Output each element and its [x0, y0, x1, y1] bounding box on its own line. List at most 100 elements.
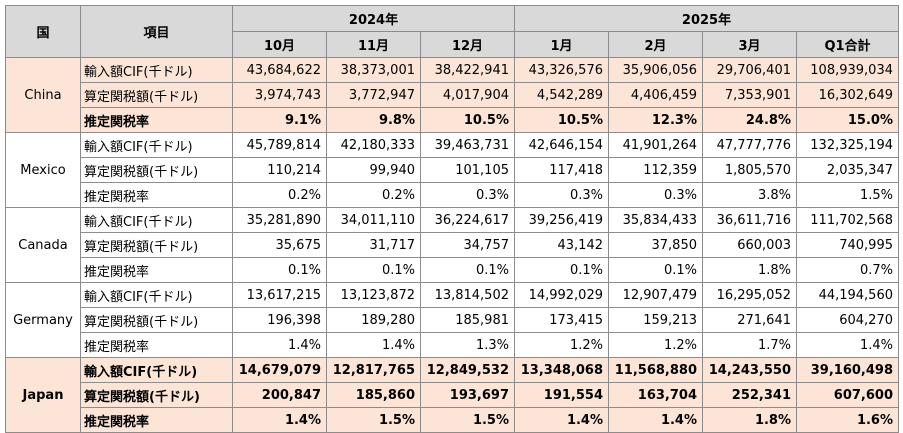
value-cell: 10.5% [420, 107, 515, 133]
value-cell: 1.5% [326, 407, 421, 433]
table-body: China 輸入額CIF(千ドル) 43,684,622 38,373,001 38,4… [5, 57, 899, 433]
value-cell: 1.7% [702, 332, 797, 358]
value-cell: 44,194,560 [796, 282, 899, 308]
value-cell: 0.3% [514, 182, 609, 208]
value-cell: 39,256,419 [514, 207, 609, 233]
value-cell: 12.3% [608, 107, 703, 133]
value-cell: 1.4% [514, 407, 609, 433]
value-cell: 200,847 [232, 382, 327, 408]
value-cell: 0.1% [232, 257, 327, 283]
value-cell: 1.8% [702, 257, 797, 283]
value-cell: 41,901,264 [608, 132, 703, 158]
value-cell: 1.6% [796, 407, 899, 433]
item-label-cell: 算定関税額(千ドル) [80, 382, 233, 408]
value-cell: 43,684,622 [232, 57, 327, 83]
value-cell: 1.2% [608, 332, 703, 358]
value-cell: 12,907,479 [608, 282, 703, 308]
value-cell: 4,542,289 [514, 82, 609, 108]
header-month: 3月 [702, 31, 797, 58]
value-cell: 117,418 [514, 157, 609, 183]
value-cell: 159,213 [608, 307, 703, 333]
value-cell: 101,105 [420, 157, 515, 183]
value-cell: 0.7% [796, 257, 899, 283]
value-cell: 196,398 [232, 307, 327, 333]
value-cell: 271,641 [702, 307, 797, 333]
item-label-cell: 推定関税率 [80, 182, 233, 208]
value-cell: 173,415 [514, 307, 609, 333]
table-row: Mexico 輸入額CIF(千ドル) 45,789,814 42,180,333 39,… [5, 132, 899, 208]
value-cell: 191,554 [514, 382, 609, 408]
header-row-months: 10月 11月 12月 1月 2月 3月 Q1合計 [6, 31, 899, 58]
value-cell: 35,834,433 [608, 207, 703, 233]
header-month: 12月 [420, 31, 515, 58]
value-cell: 0.3% [608, 182, 703, 208]
value-cell: 0.1% [420, 257, 515, 283]
table-row: 推定関税率 9.1% 9.8% 10.5% 10.5% 12.3% 24.8% 15.0% [6, 107, 899, 133]
value-cell: 1.8% [702, 407, 797, 433]
value-cell: 185,860 [326, 382, 421, 408]
table-row: 推定関税率 1.4% 1.4% 1.3% 1.2% 1.2% 1.7% 1.4% [6, 332, 899, 358]
value-cell: 38,373,001 [326, 57, 421, 83]
value-cell: 660,003 [702, 232, 797, 258]
value-cell: 24.8% [702, 107, 797, 133]
table-row: 算定関税額(千ドル) 196,398 189,280 185,981 173,415 15… [6, 307, 899, 333]
item-label-cell: 算定関税額(千ドル) [80, 307, 233, 333]
table-row: 推定関税率 1.4% 1.5% 1.5% 1.4% 1.4% 1.8% 1.6% [6, 407, 899, 433]
value-cell: 34,011,110 [326, 207, 421, 233]
header-year-2024: 2024年 [232, 5, 515, 32]
value-cell: 0.1% [326, 257, 421, 283]
value-cell: 36,611,716 [702, 207, 797, 233]
country-cell: Japan [5, 357, 81, 433]
value-cell: 10.5% [514, 107, 609, 133]
table-row: 推定関税率 0.1% 0.1% 0.1% 0.1% 0.1% 1.8% 0.7% [6, 257, 899, 283]
value-cell: 43,326,576 [514, 57, 609, 83]
table-row: Germany 輸入額CIF(千ドル) 13,617,215 13,123,872 13… [5, 282, 899, 358]
value-cell: 110,214 [232, 157, 327, 183]
value-cell: 189,280 [326, 307, 421, 333]
value-cell: 13,348,068 [514, 357, 609, 383]
header-country: 国 [5, 5, 81, 58]
item-label-cell: 輸入額CIF(千ドル) [80, 357, 233, 383]
table-row: Japan 輸入額CIF(千ドル) 14,679,079 12,817,765 12,8… [5, 357, 899, 433]
value-cell: 39,463,731 [420, 132, 515, 158]
value-cell: 37,850 [608, 232, 703, 258]
item-label-cell: 推定関税率 [80, 332, 233, 358]
item-label-cell: 輸入額CIF(千ドル) [80, 57, 233, 83]
value-cell: 4,406,459 [608, 82, 703, 108]
value-cell: 14,992,029 [514, 282, 609, 308]
value-cell: 740,995 [796, 232, 899, 258]
value-cell: 0.2% [326, 182, 421, 208]
tariff-table: 国 項目 2024年 2025年 10月 11月 12月 1月 2月 3月 Q1… [5, 5, 899, 433]
table-row: 推定関税率 0.2% 0.2% 0.3% 0.3% 0.3% 3.8% 1.5% [6, 182, 899, 208]
value-cell: 45,789,814 [232, 132, 327, 158]
value-cell: 15.0% [796, 107, 899, 133]
table-row: 算定関税額(千ドル) 110,214 99,940 101,105 117,418 112… [6, 157, 899, 183]
table-row: Canada 輸入額CIF(千ドル) 35,281,890 34,011,110 36,… [5, 207, 899, 283]
value-cell: 1.4% [796, 332, 899, 358]
value-cell: 99,940 [326, 157, 421, 183]
item-label-cell: 輸入額CIF(千ドル) [80, 282, 233, 308]
value-cell: 11,568,880 [608, 357, 703, 383]
value-cell: 16,295,052 [702, 282, 797, 308]
table-row: 算定関税額(千ドル) 3,974,743 3,772,947 4,017,904 4,5… [6, 82, 899, 108]
value-cell: 38,422,941 [420, 57, 515, 83]
value-cell: 0.1% [608, 257, 703, 283]
value-cell: 39,160,498 [796, 357, 899, 383]
item-label-cell: 推定関税率 [80, 257, 233, 283]
value-cell: 1.5% [796, 182, 899, 208]
item-label-cell: 推定関税率 [80, 107, 233, 133]
header-month: 1月 [514, 31, 609, 58]
item-label-cell: 推定関税率 [80, 407, 233, 433]
value-cell: 111,702,568 [796, 207, 899, 233]
value-cell: 2,035,347 [796, 157, 899, 183]
table-row: 算定関税額(千ドル) 35,675 31,717 34,757 43,142 37,850… [6, 232, 899, 258]
value-cell: 35,906,056 [608, 57, 703, 83]
value-cell: 14,243,550 [702, 357, 797, 383]
header-month: 11月 [326, 31, 421, 58]
value-cell: 13,814,502 [420, 282, 515, 308]
value-cell: 0.3% [420, 182, 515, 208]
value-cell: 13,617,215 [232, 282, 327, 308]
value-cell: 185,981 [420, 307, 515, 333]
item-label-cell: 算定関税額(千ドル) [80, 232, 233, 258]
value-cell: 42,180,333 [326, 132, 421, 158]
